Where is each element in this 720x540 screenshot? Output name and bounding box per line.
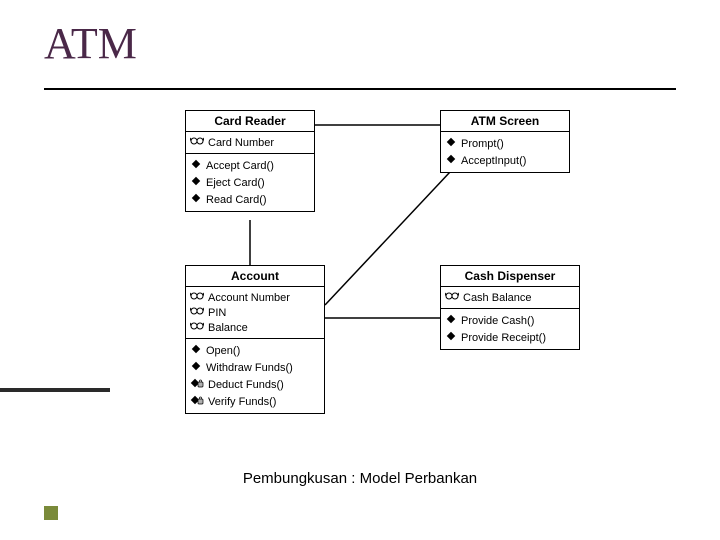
attributes-section: Cash Balance (441, 287, 579, 309)
class-cash-dispenser: Cash Dispenser Cash Balance Provide Cash()… (440, 265, 580, 350)
operation-label: Accept Card() (206, 160, 274, 172)
class-atm-screen: ATM Screen Prompt() AcceptInput() (440, 110, 570, 173)
operation-icon (445, 313, 457, 328)
operation-label: Withdraw Funds() (206, 362, 293, 374)
attribute-icon (445, 291, 459, 304)
operation-label: Provide Receipt() (461, 332, 546, 344)
operation-row: AcceptInput() (445, 152, 565, 169)
uml-diagram: Card Reader Card Number Accept Card() Eject… (140, 100, 620, 460)
operation-row: Deduct Funds() (190, 376, 320, 393)
attribute-label: PIN (208, 307, 226, 319)
attributes-section: Account Number PIN Balance (186, 287, 324, 339)
class-title: Account (186, 266, 324, 287)
attribute-row: Account Number (190, 290, 320, 305)
attribute-icon (190, 291, 204, 304)
class-title: Cash Dispenser (441, 266, 579, 287)
operations-section: Open() Withdraw Funds() Deduct Funds() Veri… (186, 339, 324, 413)
class-account: Account Account Number PIN Balance Open() Wit… (185, 265, 325, 414)
operation-row: Withdraw Funds() (190, 359, 320, 376)
accent-square (44, 506, 58, 520)
attribute-label: Card Number (208, 137, 274, 149)
operation-row: Eject Card() (190, 174, 310, 191)
operation-label: AcceptInput() (461, 155, 526, 167)
attribute-row: PIN (190, 305, 320, 320)
operations-section: Provide Cash() Provide Receipt() (441, 309, 579, 349)
class-title: ATM Screen (441, 111, 569, 132)
class-card-reader: Card Reader Card Number Accept Card() Eject… (185, 110, 315, 212)
attribute-label: Cash Balance (463, 292, 532, 304)
attribute-row: Balance (190, 320, 320, 335)
operation-icon (190, 343, 202, 358)
operation-icon (445, 136, 457, 151)
operation-row: Provide Cash() (445, 312, 575, 329)
operation-icon (190, 158, 202, 173)
operation-label: Prompt() (461, 138, 504, 150)
title-underline (44, 88, 676, 90)
operation-icon (445, 153, 457, 168)
operation-label: Verify Funds() (208, 396, 276, 408)
attributes-section: Card Number (186, 132, 314, 154)
edge (325, 172, 450, 305)
attribute-label: Balance (208, 322, 248, 334)
side-underline (0, 388, 110, 392)
operations-section: Prompt() AcceptInput() (441, 132, 569, 172)
attribute-row: Cash Balance (445, 290, 575, 305)
operation-row: Read Card() (190, 191, 310, 208)
page-title: ATM (44, 18, 137, 69)
class-title: Card Reader (186, 111, 314, 132)
operation-label: Eject Card() (206, 177, 265, 189)
operation-row: Verify Funds() (190, 393, 320, 410)
attribute-icon (190, 306, 204, 319)
operation-label: Deduct Funds() (208, 379, 284, 391)
operation-label: Provide Cash() (461, 315, 534, 327)
operation-row: Open() (190, 342, 320, 359)
operation-icon (445, 330, 457, 345)
operation-icon (190, 360, 202, 375)
operation-icon (190, 192, 202, 207)
attribute-label: Account Number (208, 292, 290, 304)
attribute-icon (190, 321, 204, 334)
operation-icon (190, 394, 204, 409)
operations-section: Accept Card() Eject Card() Read Card() (186, 154, 314, 211)
operation-label: Open() (206, 345, 240, 357)
operation-label: Read Card() (206, 194, 267, 206)
operation-row: Prompt() (445, 135, 565, 152)
attribute-icon (190, 136, 204, 149)
operation-icon (190, 175, 202, 190)
caption: Pembungkusan : Model Perbankan (0, 470, 720, 487)
operation-icon (190, 377, 204, 392)
operation-row: Accept Card() (190, 157, 310, 174)
attribute-row: Card Number (190, 135, 310, 150)
operation-row: Provide Receipt() (445, 329, 575, 346)
